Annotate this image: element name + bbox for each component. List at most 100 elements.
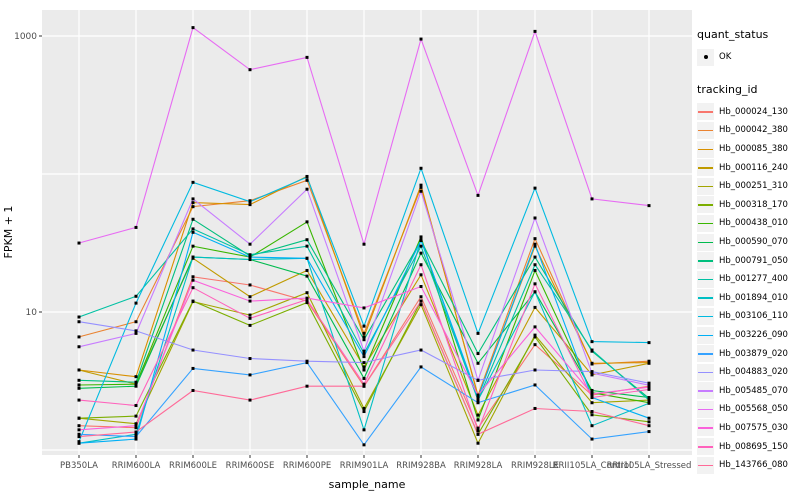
data-point bbox=[134, 320, 138, 324]
data-point bbox=[533, 383, 537, 387]
data-point bbox=[134, 437, 138, 441]
legend-line-key bbox=[697, 103, 714, 121]
legend-item-Hb_000251_310: Hb_000251_310 bbox=[697, 177, 799, 196]
data-point bbox=[419, 295, 423, 299]
data-point bbox=[134, 301, 138, 305]
legend-line-key bbox=[697, 326, 714, 344]
data-point bbox=[476, 429, 480, 433]
legend-label: Hb_000085_380 bbox=[719, 144, 788, 155]
legend-item-Hb_000116_240: Hb_000116_240 bbox=[697, 158, 799, 177]
legend-item-Hb_007575_030: Hb_007575_030 bbox=[697, 419, 799, 438]
data-point bbox=[305, 220, 309, 224]
y-tick-label: 10 bbox=[26, 308, 38, 318]
x-tick-label: RRIM600LA bbox=[112, 461, 161, 471]
data-point bbox=[647, 401, 651, 405]
data-point bbox=[647, 383, 651, 387]
data-point bbox=[476, 361, 480, 365]
data-point bbox=[305, 256, 309, 260]
legend-line-key bbox=[697, 214, 714, 232]
x-tick-label: RRII105LA_Control bbox=[553, 461, 632, 471]
data-point bbox=[248, 255, 252, 259]
data-point bbox=[305, 301, 309, 305]
legend-title-tracking-id: tracking_id bbox=[697, 82, 758, 96]
data-point bbox=[362, 352, 366, 356]
data-point bbox=[419, 235, 423, 239]
data-point bbox=[134, 432, 138, 436]
legend-line-swatch bbox=[698, 390, 713, 392]
data-point bbox=[248, 258, 252, 262]
legend-line-key bbox=[697, 196, 714, 214]
legend-line-key bbox=[697, 233, 714, 251]
legend-line-swatch bbox=[698, 446, 713, 448]
data-point bbox=[248, 295, 252, 299]
data-point bbox=[77, 435, 81, 439]
data-point bbox=[362, 376, 366, 380]
data-point bbox=[191, 366, 195, 370]
data-point bbox=[362, 410, 366, 414]
data-point bbox=[590, 392, 594, 396]
data-point bbox=[419, 299, 423, 303]
data-point bbox=[533, 333, 537, 337]
data-point bbox=[476, 352, 480, 356]
data-point bbox=[191, 286, 195, 290]
data-point bbox=[590, 197, 594, 201]
data-point bbox=[191, 227, 195, 231]
legend-label: Hb_000251_310 bbox=[719, 181, 788, 192]
data-point bbox=[533, 406, 537, 410]
legend-quant-status: quant_status OK bbox=[697, 28, 799, 67]
legend-line-swatch bbox=[698, 297, 713, 299]
data-point bbox=[77, 386, 81, 390]
data-point bbox=[248, 313, 252, 317]
data-point bbox=[533, 216, 537, 220]
data-point bbox=[134, 375, 138, 379]
legend-line-swatch bbox=[698, 371, 713, 374]
data-point bbox=[248, 242, 252, 246]
data-point bbox=[191, 180, 195, 184]
legend-label: Hb_005485_070 bbox=[719, 385, 788, 396]
legend-line-swatch bbox=[698, 260, 713, 262]
legend-label: Hb_003879_020 bbox=[719, 348, 788, 359]
data-point bbox=[419, 185, 423, 189]
data-point bbox=[248, 200, 252, 204]
data-point bbox=[476, 441, 480, 445]
data-point bbox=[647, 341, 651, 345]
data-point bbox=[305, 274, 309, 278]
legend-label: Hb_004883_020 bbox=[719, 367, 788, 378]
data-point bbox=[305, 268, 309, 272]
data-point bbox=[305, 298, 309, 302]
data-point bbox=[362, 349, 366, 353]
ok-point-key bbox=[697, 48, 714, 66]
legend-label: Hb_000042_380 bbox=[719, 125, 788, 136]
x-tick-label: RRIM928LA bbox=[454, 461, 503, 471]
data-point bbox=[77, 416, 81, 420]
data-point bbox=[590, 424, 594, 428]
data-point bbox=[476, 432, 480, 436]
data-point bbox=[647, 420, 651, 424]
data-point bbox=[248, 357, 252, 361]
point-icon bbox=[703, 55, 708, 60]
data-point bbox=[362, 355, 366, 359]
legend-item-Hb_000791_050: Hb_000791_050 bbox=[697, 251, 799, 270]
data-point bbox=[77, 241, 81, 245]
data-point bbox=[419, 273, 423, 277]
legend-label: Hb_000024_130 bbox=[719, 106, 788, 117]
legend-line-key bbox=[697, 252, 714, 270]
legend-line-swatch bbox=[698, 315, 713, 318]
data-point bbox=[134, 414, 138, 418]
data-point bbox=[305, 244, 309, 248]
data-point bbox=[647, 387, 651, 391]
legend-line-swatch bbox=[698, 334, 713, 337]
legend-line-swatch bbox=[698, 427, 713, 429]
x-axis-title: sample_name bbox=[328, 478, 406, 491]
data-point bbox=[134, 404, 138, 408]
data-point bbox=[590, 370, 594, 374]
legend-item-Hb_004883_020: Hb_004883_020 bbox=[697, 363, 799, 382]
data-point bbox=[77, 432, 81, 436]
data-point bbox=[77, 428, 81, 432]
data-point bbox=[419, 263, 423, 267]
data-point bbox=[191, 275, 195, 279]
data-point bbox=[647, 424, 651, 428]
data-point bbox=[476, 193, 480, 197]
data-point bbox=[647, 361, 651, 365]
